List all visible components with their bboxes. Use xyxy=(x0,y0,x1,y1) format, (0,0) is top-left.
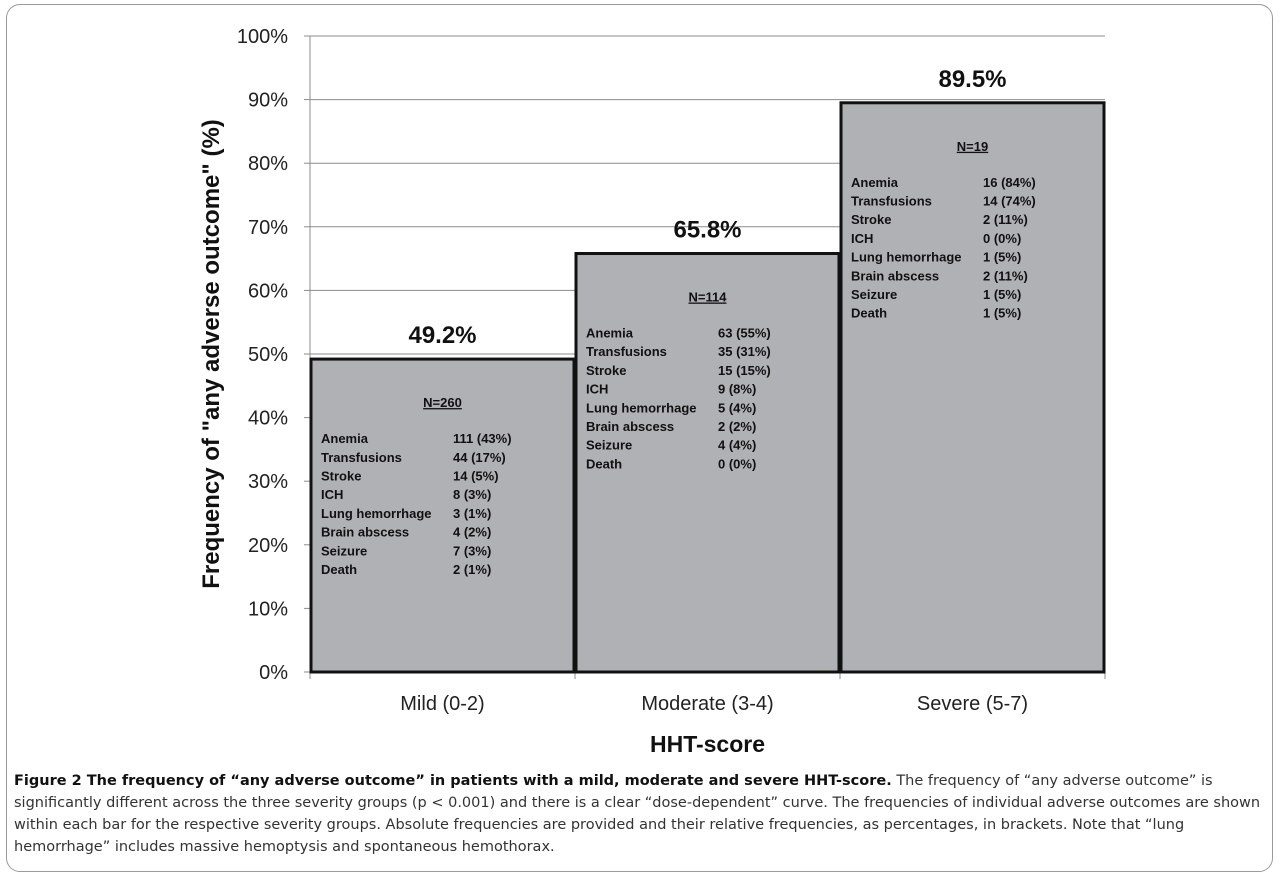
outcome-value: 111 (43%) xyxy=(453,431,512,446)
figure-caption: Figure 2 The frequency of “any adverse o… xyxy=(14,770,1270,858)
y-axis-title: Frequency of "any adverse outcome" (%) xyxy=(198,119,225,589)
y-tick-label: 0% xyxy=(259,662,288,684)
y-tick-label: 70% xyxy=(248,217,288,239)
y-tick-label: 100% xyxy=(237,26,288,48)
outcome-label: ICH xyxy=(851,231,873,246)
x-tick-label: Severe (5-7) xyxy=(917,693,1028,715)
outcome-label: ICH xyxy=(321,487,343,502)
outcome-value: 44 (17%) xyxy=(453,450,506,465)
outcome-value: 0 (0%) xyxy=(983,231,1021,246)
outcome-label: Brain abscess xyxy=(586,419,674,434)
outcome-value: 3 (1%) xyxy=(453,506,491,521)
outcome-value: 7 (3%) xyxy=(453,543,491,558)
outcome-label: Seizure xyxy=(321,543,367,558)
outcome-label: Seizure xyxy=(851,287,897,302)
bar-value-label: 49.2% xyxy=(408,322,476,349)
group-n-label: N=114 xyxy=(689,290,728,305)
axes: 0% 10% 20% 30% 40% 50% 60% 70% 80% 90% 100% xyxy=(237,26,1106,684)
group-n-label: N=19 xyxy=(957,139,988,154)
y-tick-label: 30% xyxy=(248,471,288,493)
outcome-label: Lung hemorrhage xyxy=(321,506,432,521)
outcome-value: 16 (84%) xyxy=(983,175,1036,190)
bars xyxy=(309,101,1106,674)
bar-value-label: 89.5% xyxy=(938,66,1006,93)
outcome-label: Lung hemorrhage xyxy=(851,250,962,265)
bar xyxy=(574,252,841,674)
outcome-label: ICH xyxy=(586,382,608,397)
caption-body: The frequency of “any adverse outcome” i… xyxy=(14,773,1261,855)
bar xyxy=(309,357,576,674)
group-n-label: N=260 xyxy=(423,395,462,410)
outcome-value: 0 (0%) xyxy=(718,456,756,471)
y-tick-label: 40% xyxy=(248,408,288,430)
x-tick-label: Mild (0-2) xyxy=(400,693,484,715)
labels: 49.2% Mild (0-2) N=260 Anemia 111 (43%) Trans… xyxy=(198,66,1036,757)
outcome-label: Stroke xyxy=(586,363,626,378)
outcome-label: Transfusions xyxy=(586,344,667,359)
outcome-value: 1 (5%) xyxy=(983,306,1021,321)
outcome-label: Anemia xyxy=(851,175,899,190)
outcome-label: Anemia xyxy=(586,326,634,341)
y-tick-label: 50% xyxy=(248,344,288,366)
outcome-value: 15 (15%) xyxy=(718,363,771,378)
outcome-value: 2 (2%) xyxy=(718,419,756,434)
outcome-label: Lung hemorrhage xyxy=(586,400,697,415)
outcome-value: 14 (5%) xyxy=(453,468,499,483)
bar-value-label: 65.8% xyxy=(673,217,741,244)
y-tick-label: 10% xyxy=(248,598,288,620)
bar-chart: 0% 10% 20% 30% 40% 50% 60% 70% 80% 90% 100% 49.2% M… xyxy=(198,26,1106,757)
x-tick-label: Moderate (3-4) xyxy=(641,693,773,715)
outcome-label: Brain abscess xyxy=(851,268,939,283)
outcome-value: 14 (74%) xyxy=(983,193,1036,208)
outcome-label: Death xyxy=(851,306,887,321)
outcome-value: 4 (4%) xyxy=(718,438,756,453)
figure-frame xyxy=(6,4,1273,872)
y-tick-label: 80% xyxy=(248,153,288,175)
y-tick-label: 20% xyxy=(248,535,288,557)
x-axis-title: HHT-score xyxy=(650,731,765,757)
outcome-value: 2 (1%) xyxy=(453,562,491,577)
outcome-label: Stroke xyxy=(321,468,361,483)
outcome-label: Brain abscess xyxy=(321,525,409,540)
outcome-label: Transfusions xyxy=(851,193,932,208)
outcome-value: 8 (3%) xyxy=(453,487,491,502)
outcome-value: 2 (11%) xyxy=(983,212,1028,227)
outcome-value: 1 (5%) xyxy=(983,250,1021,265)
outcome-value: 35 (31%) xyxy=(718,344,771,359)
outcome-label: Anemia xyxy=(321,431,369,446)
outcome-label: Death xyxy=(321,562,357,577)
outcome-value: 4 (2%) xyxy=(453,525,491,540)
outcome-value: 63 (55%) xyxy=(718,326,771,341)
outcome-value: 9 (8%) xyxy=(718,382,756,397)
outcome-value: 1 (5%) xyxy=(983,287,1021,302)
outcome-label: Transfusions xyxy=(321,450,402,465)
caption-title: Figure 2 The frequency of “any adverse o… xyxy=(14,773,892,789)
y-tick-label: 60% xyxy=(248,280,288,302)
outcome-label: Stroke xyxy=(851,212,891,227)
outcome-value: 5 (4%) xyxy=(718,400,756,415)
outcome-label: Seizure xyxy=(586,438,632,453)
y-tick-label: 90% xyxy=(248,90,288,112)
bar xyxy=(839,101,1106,674)
outcome-label: Death xyxy=(586,456,622,471)
outcome-value: 2 (11%) xyxy=(983,268,1028,283)
